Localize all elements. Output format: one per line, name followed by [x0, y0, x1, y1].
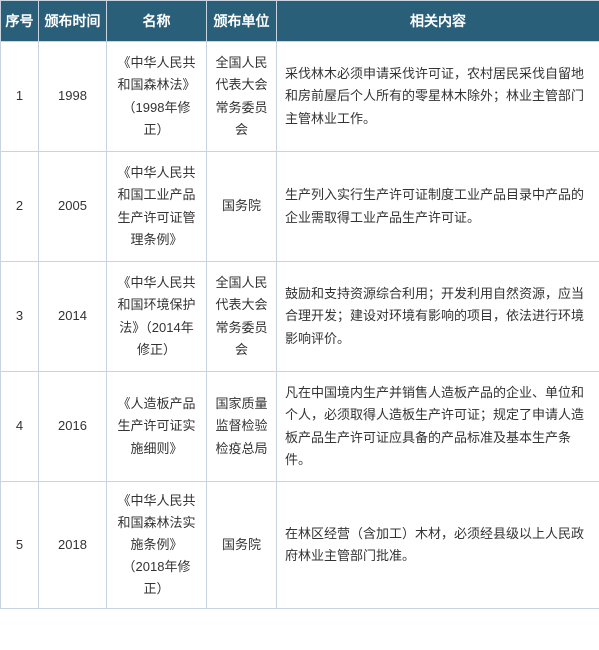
cell-name: 《中华人民共和国森林法实施条例》（2018年修正） [107, 482, 207, 609]
cell-name: 《中华人民共和国森林法》（1998年修正） [107, 42, 207, 152]
cell-content: 凡在中国境内生产并销售人造板产品的企业、单位和个人，必须取得人造板生产许可证；规… [277, 372, 599, 482]
cell-unit: 国家质量监督检验检疫总局 [207, 372, 277, 482]
cell-unit: 国务院 [207, 152, 277, 262]
table-body: 1 1998 《中华人民共和国森林法》（1998年修正） 全国人民代表大会常务委… [1, 42, 599, 609]
cell-year: 2014 [39, 262, 107, 372]
cell-content: 采伐林木必须申请采伐许可证，农村居民采伐自留地和房前屋后个人所有的零星林木除外；… [277, 42, 599, 152]
col-header-name: 名称 [107, 1, 207, 42]
col-header-unit: 颁布单位 [207, 1, 277, 42]
cell-year: 2018 [39, 482, 107, 609]
cell-unit: 全国人民代表大会常务委员会 [207, 262, 277, 372]
cell-year: 2016 [39, 372, 107, 482]
table-row: 2 2005 《中华人民共和国工业产品生产许可证管理条例》 国务院 生产列入实行… [1, 152, 599, 262]
table-header-row: 序号 颁布时间 名称 颁布单位 相关内容 [1, 1, 599, 42]
cell-name: 《人造板产品生产许可证实施细则》 [107, 372, 207, 482]
cell-seq: 3 [1, 262, 39, 372]
cell-year: 2005 [39, 152, 107, 262]
col-header-seq: 序号 [1, 1, 39, 42]
table-row: 3 2014 《中华人民共和国环境保护法》（2014年修正） 全国人民代表大会常… [1, 262, 599, 372]
cell-content: 在林区经营（含加工）木材，必须经县级以上人民政府林业主管部门批准。 [277, 482, 599, 609]
cell-content: 鼓励和支持资源综合利用；开发利用自然资源，应当合理开发；建设对环境有影响的项目，… [277, 262, 599, 372]
cell-name: 《中华人民共和国环境保护法》（2014年修正） [107, 262, 207, 372]
cell-name: 《中华人民共和国工业产品生产许可证管理条例》 [107, 152, 207, 262]
cell-seq: 1 [1, 42, 39, 152]
cell-year: 1998 [39, 42, 107, 152]
table-row: 4 2016 《人造板产品生产许可证实施细则》 国家质量监督检验检疫总局 凡在中… [1, 372, 599, 482]
cell-seq: 2 [1, 152, 39, 262]
table-row: 5 2018 《中华人民共和国森林法实施条例》（2018年修正） 国务院 在林区… [1, 482, 599, 609]
cell-unit: 国务院 [207, 482, 277, 609]
cell-content: 生产列入实行生产许可证制度工业产品目录中产品的企业需取得工业产品生产许可证。 [277, 152, 599, 262]
cell-unit: 全国人民代表大会常务委员会 [207, 42, 277, 152]
col-header-year: 颁布时间 [39, 1, 107, 42]
col-header-cont: 相关内容 [277, 1, 599, 42]
regulations-table: 序号 颁布时间 名称 颁布单位 相关内容 1 1998 《中华人民共和国森林法》… [0, 0, 599, 609]
table-row: 1 1998 《中华人民共和国森林法》（1998年修正） 全国人民代表大会常务委… [1, 42, 599, 152]
cell-seq: 5 [1, 482, 39, 609]
cell-seq: 4 [1, 372, 39, 482]
